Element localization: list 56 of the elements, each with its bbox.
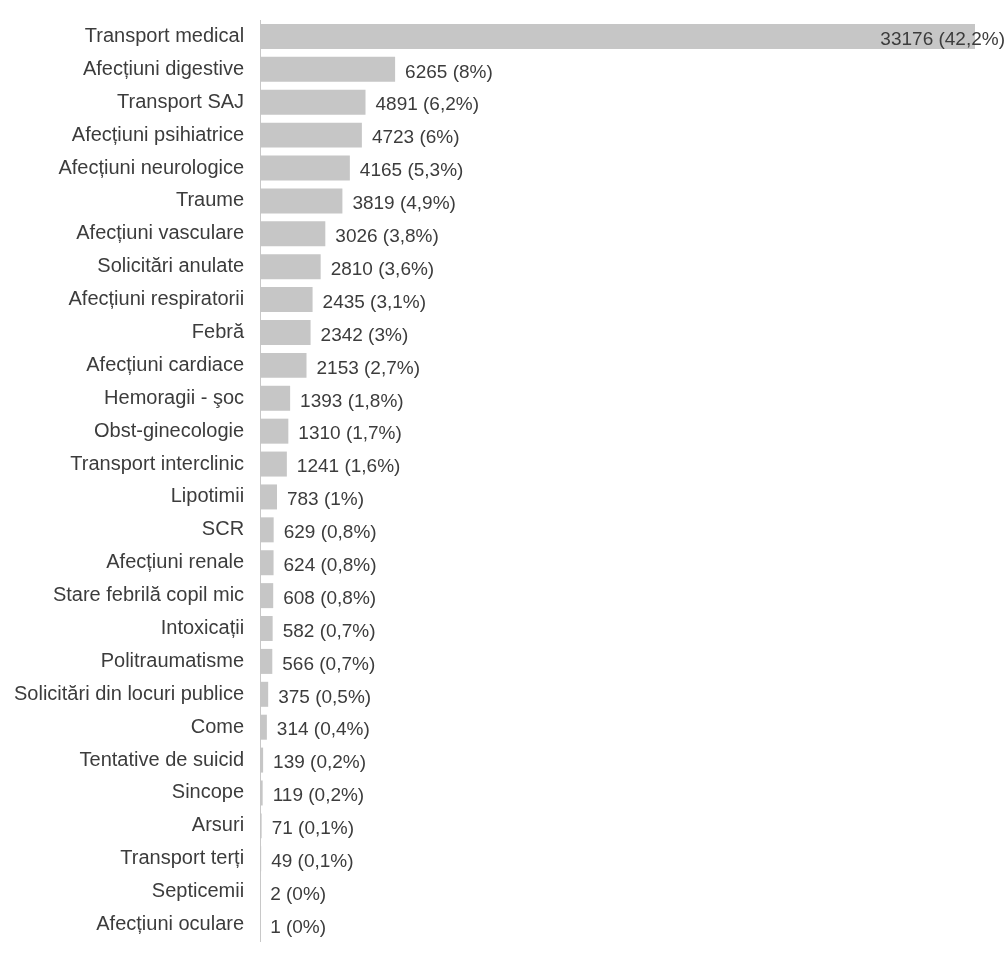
- data-label: 4165 (5,3%): [359, 159, 464, 181]
- data-label: 119 (0,2%): [272, 784, 365, 806]
- y-tick-label: Lipotimii: [170, 484, 245, 507]
- data-label: 2435 (3,1%): [322, 290, 427, 312]
- data-label: 1 (0%): [270, 915, 327, 937]
- y-tick-label: Afecțiuni cardiace: [86, 352, 245, 375]
- data-label: 2153 (2,7%): [316, 356, 421, 378]
- data-label: 582 (0,7%): [282, 619, 376, 641]
- data-label: 3819 (4,9%): [352, 192, 456, 214]
- y-tick-label: Tentative de suicid: [79, 747, 245, 770]
- data-label: 2 (0%): [270, 882, 327, 904]
- y-tick-label: SCR: [201, 517, 245, 540]
- data-label: 3026 (3,8%): [335, 225, 439, 247]
- data-label: 624 (0,8%): [283, 553, 377, 575]
- data-label: 71 (0,1%): [271, 817, 355, 839]
- data-label: 49 (0,1%): [271, 850, 354, 871]
- data-label: 566 (0,7%): [282, 652, 376, 674]
- y-tick-label: Afecțiuni neurologice: [58, 155, 245, 178]
- y-tick-label: Come: [190, 714, 245, 737]
- data-label: 2342 (3%): [320, 323, 409, 345]
- y-tick-label: Stare febrilă copil mic: [52, 583, 245, 606]
- y-tick-label: Intoxicații: [160, 616, 245, 639]
- y-tick-label: Politraumatisme: [100, 648, 245, 671]
- data-label: 783 (1%): [286, 488, 365, 510]
- data-label: 314 (0,4%): [276, 718, 370, 740]
- y-tick-label: Obst-ginecologie: [94, 418, 245, 441]
- y-tick-label: Hemoragii - şoc: [104, 385, 245, 408]
- data-label: 139 (0,2%): [273, 751, 367, 773]
- y-tick-label: Afecțiuni respiratorii: [68, 287, 245, 310]
- data-label: 1241 (1,6%): [296, 455, 401, 477]
- y-tick-label: Traume: [175, 188, 245, 211]
- data-label: 4723 (6%): [371, 126, 460, 148]
- y-tick-label: Transport SAJ: [117, 89, 245, 112]
- data-label: 6265 (8%): [405, 60, 493, 82]
- y-tick-label: Afecțiuni psihiatrice: [71, 122, 245, 145]
- y-tick-label: Arsuri: [191, 813, 245, 836]
- y-tick-label: Solicitări din locuri publice: [14, 681, 245, 704]
- data-label: 1310 (1,7%): [298, 422, 402, 444]
- data-label: 375 (0,5%): [278, 685, 372, 707]
- data-label: 608 (0,8%): [283, 586, 377, 608]
- data-label: 2810 (3,6%): [330, 257, 435, 279]
- y-tick-label: Transport interclinic: [70, 451, 245, 474]
- y-tick-label: Afecțiuni renale: [106, 550, 245, 573]
- data-label: 629 (0,8%): [283, 521, 377, 543]
- data-label: 4891 (6,2%): [375, 93, 480, 115]
- y-tick-label: Transport medical: [84, 23, 245, 46]
- y-tick-label: Septicemii: [151, 879, 245, 902]
- y-tick-label: Febră: [191, 320, 245, 342]
- y-tick-label: Solicitări anulate: [97, 254, 245, 277]
- y-tick-label: Transport terți: [120, 846, 245, 869]
- y-tick-label: Afecțiuni vasculare: [76, 221, 245, 244]
- y-tick-label: Afecțiuni oculare: [96, 912, 245, 935]
- data-label: 1393 (1,8%): [300, 389, 404, 411]
- y-tick-label: Afecțiuni digestive: [82, 56, 245, 79]
- y-tick-label: Sincope: [171, 780, 245, 803]
- data-label: 33176 (42,2%): [880, 27, 1006, 49]
